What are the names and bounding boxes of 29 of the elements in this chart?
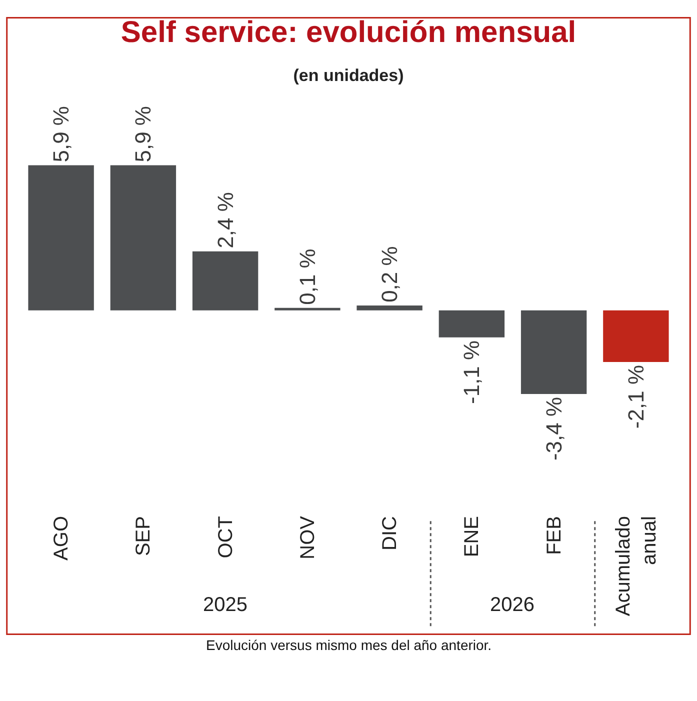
x-tick-label: NOV (296, 515, 319, 560)
bar (192, 251, 258, 310)
bar (603, 310, 669, 362)
text: 2025 (203, 594, 248, 616)
data-label: 5,9 % (48, 106, 74, 162)
bar (28, 165, 94, 310)
bar (438, 310, 505, 338)
x-tick-label: Acumulado anual (612, 516, 660, 616)
text: Evolución versus mismo mes del año anterior. (206, 637, 492, 653)
data-label: -1,1 % (459, 340, 484, 404)
x-tick-label: AGO (50, 516, 73, 560)
x-tick-label: OCT (214, 516, 237, 558)
bar (356, 305, 422, 310)
bar (520, 310, 587, 394)
text: 2026 (490, 594, 534, 616)
chart-title: Self service: evolución mensual (120, 16, 576, 50)
data-label: 0,1 % (294, 248, 320, 305)
x-tick-label: SEP (132, 516, 155, 556)
chart-subtitle: (en unidades) (293, 66, 404, 86)
x-tick-label: FEB (543, 516, 566, 555)
data-label: 2,4 % (212, 192, 238, 248)
x-tick-label: ENE (461, 516, 484, 558)
bar (274, 308, 340, 310)
data-label: 0,2 % (377, 246, 402, 302)
data-label: -3,4 % (541, 396, 566, 461)
data-label: 5,9 % (130, 106, 156, 162)
x-tick-label: DIC (379, 516, 402, 550)
bar (110, 165, 176, 310)
data-label: -2,1 % (623, 364, 648, 429)
